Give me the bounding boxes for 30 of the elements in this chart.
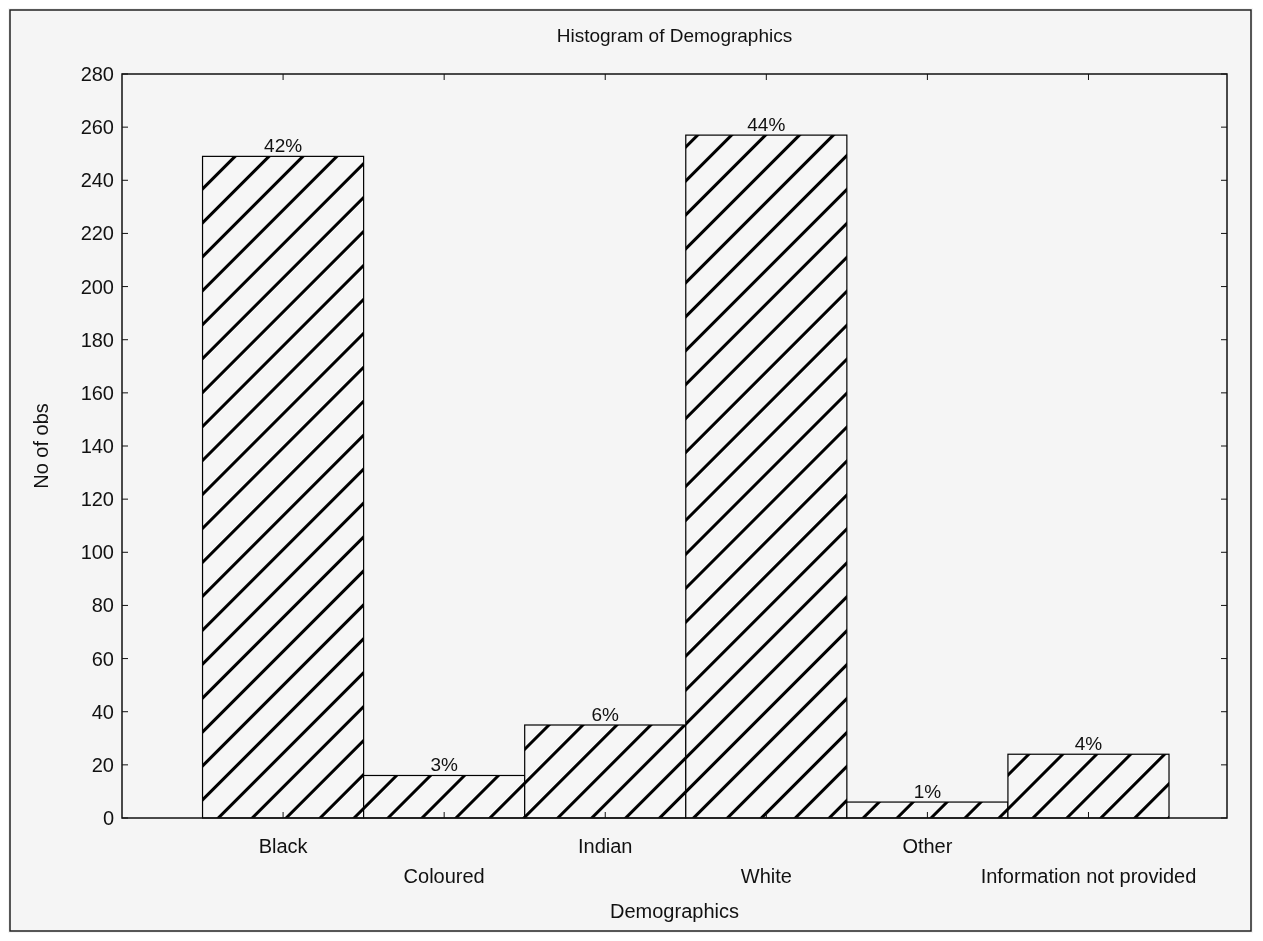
annotation: 6% xyxy=(591,704,620,725)
y-tick-label: 280 xyxy=(80,63,114,85)
x-tick-label: Indian xyxy=(577,835,633,857)
y-tick-label: 20 xyxy=(91,753,114,776)
x-tick-label: White xyxy=(740,865,792,887)
y-tick-label: 100 xyxy=(80,541,114,564)
x-tick-label: Other xyxy=(902,835,953,857)
y-tick-label: 120 xyxy=(80,488,114,511)
y-tick-label: 180 xyxy=(80,328,114,351)
y-tick-label: 240 xyxy=(80,169,114,192)
y-tick-label: 260 xyxy=(80,116,114,139)
annotation: 1% xyxy=(913,781,942,803)
annotation: 42% xyxy=(264,135,303,157)
y-tick-label: 140 xyxy=(80,435,114,457)
y-tick-label: 160 xyxy=(80,381,114,404)
y-tick-label: 0 xyxy=(102,807,114,829)
y-tick-label: 80 xyxy=(91,594,114,617)
x-tick-label: Black xyxy=(258,835,309,857)
y-tick-label: 60 xyxy=(91,647,114,670)
annotation: 4% xyxy=(1074,733,1103,755)
y-tick-label: 220 xyxy=(80,222,114,245)
annotation: 3% xyxy=(430,754,458,776)
x-tick-label: Information not provided xyxy=(980,865,1197,887)
y-axis-title: No of obs xyxy=(30,403,52,489)
x-axis-title: Demographics xyxy=(610,900,739,922)
y-tick-label: 200 xyxy=(80,275,114,298)
x-tick-label: Coloured xyxy=(403,865,485,887)
annotation: 44% xyxy=(747,114,786,136)
y-tick-label: 40 xyxy=(91,700,114,723)
chart-title: Histogram of Demographics xyxy=(556,25,793,46)
